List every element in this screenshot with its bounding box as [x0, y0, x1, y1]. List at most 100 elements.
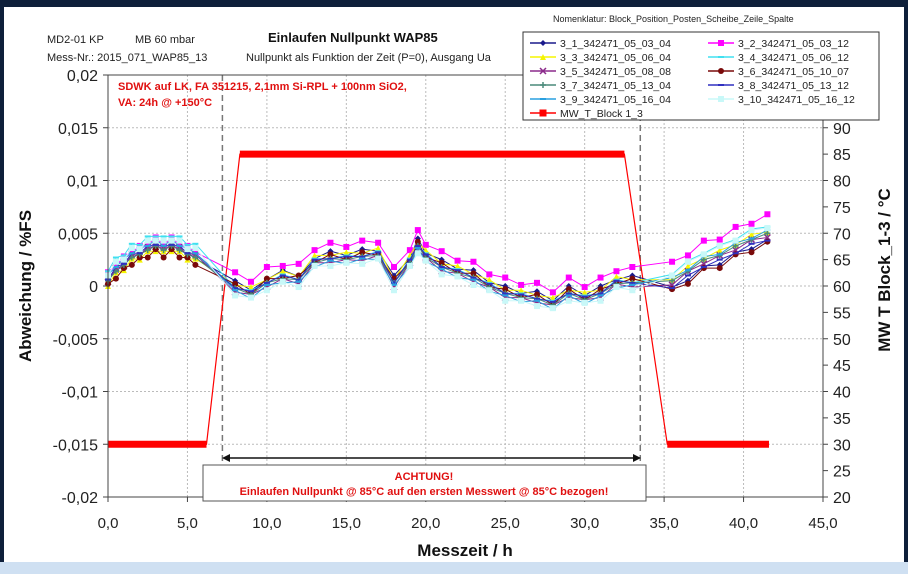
data-point [128, 245, 135, 252]
data-point [343, 259, 350, 266]
annotation-line-1: SDWK auf LK, FA 351215, 2,1mm Si-RPL + 1… [118, 81, 407, 93]
warning-line-2: Einlaufen Nullpunkt @ 85°C auf den erste… [240, 486, 609, 498]
data-point [160, 241, 167, 248]
data-point [144, 237, 151, 244]
series-line [107, 229, 768, 310]
legend-marker [540, 54, 546, 60]
data-point [597, 297, 604, 304]
data-point [748, 231, 755, 238]
data-point [375, 245, 382, 252]
series-line [107, 213, 768, 293]
data-point [549, 289, 556, 296]
y-tick-label: -0,01 [62, 385, 99, 402]
series-line [107, 232, 768, 306]
data-point [486, 287, 493, 294]
data-point [263, 275, 270, 282]
data-point [422, 257, 429, 264]
data-point [581, 289, 588, 296]
y-tick-label: 0,005 [58, 226, 98, 243]
data-point [375, 255, 382, 262]
data-point [128, 254, 135, 261]
data-point [716, 236, 723, 243]
data-point [502, 297, 509, 304]
y2-tick-label: 55 [833, 305, 851, 322]
data-point [764, 224, 771, 231]
y-tick-label: 0,01 [67, 174, 98, 191]
device-label: MD2-01 KP [47, 34, 104, 46]
series-3_10_342471_05_16_12 [105, 224, 771, 312]
data-point [327, 251, 334, 258]
data-point [454, 273, 461, 280]
x-axis-title: Messzeit / h [417, 541, 512, 560]
data-point [359, 260, 366, 267]
data-point [128, 249, 135, 256]
y2-tick-label: 30 [833, 437, 851, 454]
data-point [375, 239, 382, 246]
data-point [518, 297, 525, 304]
data-point [184, 254, 191, 261]
series-line [107, 231, 768, 299]
data-point [327, 262, 334, 269]
data-point [176, 237, 183, 244]
data-point [120, 253, 127, 260]
data-point [120, 256, 127, 263]
data-point [414, 227, 421, 234]
data-point [232, 280, 239, 287]
data-point [343, 243, 350, 250]
x-tick-label: 30,0 [570, 515, 599, 532]
data-point [422, 241, 429, 248]
data-point [764, 211, 771, 218]
data-point [136, 242, 143, 249]
data-point [406, 247, 413, 254]
data-point [152, 234, 159, 241]
data-point [112, 275, 119, 282]
y-tick-label: 0,02 [67, 68, 98, 85]
data-point [629, 287, 636, 294]
temperature-series [108, 150, 769, 448]
data-point [144, 254, 151, 261]
x-tick-label: 35,0 [650, 515, 679, 532]
data-point [136, 254, 143, 261]
data-point [128, 261, 135, 268]
data-point [716, 247, 723, 254]
data-marks [104, 150, 771, 448]
grid [108, 75, 823, 497]
legend-box [522, 31, 880, 121]
data-point [136, 246, 143, 253]
data-point [279, 278, 286, 285]
data-point [454, 257, 461, 264]
y2-axis-title: MW T Block_1-3 / °C [875, 188, 894, 352]
data-point [438, 248, 445, 255]
data-point [144, 241, 151, 248]
data-point [160, 237, 167, 244]
data-point [629, 264, 636, 271]
x-tick-label: 25,0 [491, 515, 520, 532]
data-point [112, 262, 119, 269]
data-point [152, 237, 159, 244]
series-3_2_342471_05_03_12 [105, 211, 771, 296]
x-tick-label: 5,0 [177, 515, 198, 532]
y2-tick-label: 45 [833, 358, 851, 375]
data-point [669, 272, 676, 279]
data-point [502, 274, 509, 281]
data-point [565, 286, 572, 293]
data-point [486, 271, 493, 278]
data-point [263, 264, 270, 271]
data-point [748, 249, 755, 256]
data-point [613, 268, 620, 275]
data-point [732, 223, 739, 230]
data-point [581, 299, 588, 306]
data-point [232, 269, 239, 276]
data-point [534, 291, 540, 298]
data-point [168, 246, 175, 253]
data-point [613, 284, 620, 291]
data-point [311, 262, 318, 269]
data-point [391, 287, 397, 294]
series-line [107, 240, 768, 303]
data-point [438, 259, 445, 266]
y-tick-label: 0 [89, 279, 98, 296]
data-point [406, 262, 413, 269]
legend-marker [540, 40, 546, 46]
y2-tick-label: 80 [833, 174, 851, 191]
